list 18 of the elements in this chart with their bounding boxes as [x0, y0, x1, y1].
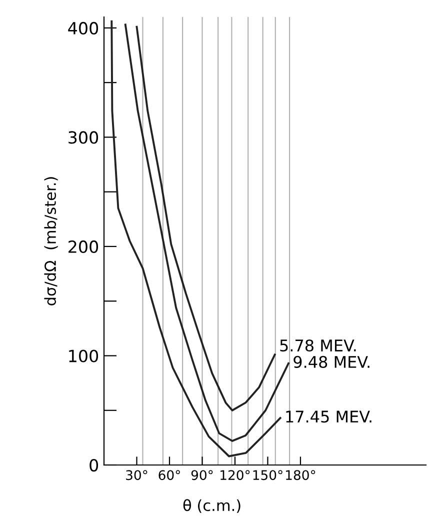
y-tick-label: 200 [68, 240, 98, 254]
line-series [110, 20, 282, 458]
y-tick-label: 400 [68, 22, 98, 34]
series-label: 17.45 MEV. [286, 410, 372, 423]
x-tick-label: 150° [253, 470, 282, 480]
x-axis-title: θ (c.m.) [183, 499, 240, 513]
x-tick-label: 30° [126, 470, 148, 480]
x-tick-label: 120° [220, 470, 250, 480]
y-tick-label: 100 [69, 350, 98, 362]
y-axis-title: dσ/dΩ (mb/ster.) [44, 177, 58, 306]
series-label: 9.48 MEV. [294, 356, 370, 368]
series-label: 5.78 MEV. [280, 339, 356, 352]
x-tick-label: 60° [158, 470, 180, 480]
y-tick-label: 300 [68, 131, 98, 144]
x-tick-label: 180° [286, 470, 316, 480]
line-series [136, 26, 276, 412]
y-tick-label: 0 [90, 458, 98, 472]
x-tick-label: 90° [191, 470, 213, 480]
